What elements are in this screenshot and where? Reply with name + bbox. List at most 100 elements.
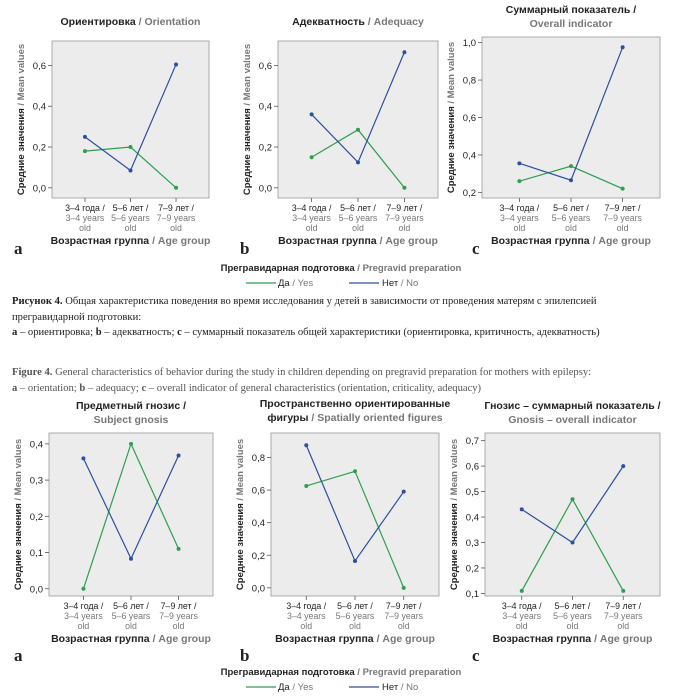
y-tick-label: 0,8 [463,76,476,87]
y-tick-label: 0,2 [30,512,43,523]
panel-letter: a [14,646,23,665]
x-axis-label: Возрастная группа / Age group [51,235,211,247]
legend-title: Прегравидарная подготовка / Pregravid pr… [221,263,462,274]
data-point-yes [309,155,314,160]
y-tick-label: 0,6 [259,61,272,72]
x-tick-label-ru: 3–4 года / [292,203,332,213]
chart-panel-3: Суммарный показатель / Overall indicator 0… [446,4,661,258]
x-tick-label-ru: 3–4 года / [286,601,326,611]
panel-letter: b [240,239,249,258]
y-tick-label: 0,4 [466,513,479,524]
panel-letter: c [472,239,480,258]
legend-title: Прегравидарная подготовка / Pregravid pr… [221,667,462,678]
x-tick-label-en: 5–6 years [553,611,592,621]
data-point-no [569,178,573,183]
x-tick-label-en-2: old [125,223,137,233]
y-tick-label: 0,4 [30,439,43,450]
y-tick-label: 0,0 [259,183,272,194]
y-axis-label: Средние значения / Mean values [13,439,24,590]
chart-panel-5: Пространственно ориентированные фигуры / … [235,398,450,665]
legend-label-no: Нет / No [382,278,418,289]
y-tick-label: 0,4 [252,518,265,529]
x-axis-label: Возрастная группа / Age group [278,235,438,247]
y-axis-label: Средние значения / Mean values [446,42,457,193]
x-tick-label-en: 7–9 years [385,213,424,223]
plot-area [481,36,661,199]
chart-title-line1: Гнозис – суммарный показатель / [484,400,660,412]
plot-area [48,432,214,597]
panel-letter: b [240,646,249,665]
data-point-no [82,134,87,139]
caption-en-c-text: – overall indicator of general character… [146,382,482,394]
y-tick-label: 1,0 [463,38,476,49]
x-tick-label-ru: 7–9 лет / [386,601,422,611]
x-tick-label-ru: 3–4 года / [65,203,105,213]
x-tick-label-en: 7–9 years [604,611,643,621]
x-tick-label-en: 3–4 years [287,611,326,621]
caption-ru-c-text: – суммарный показатель общей характерист… [181,327,600,338]
y-tick-label: 0,3 [30,476,43,487]
data-point-yes [81,586,86,591]
chart-title: Адекватность / Adequacy [292,16,424,28]
data-point-yes [402,185,407,190]
y-tick-label: 0,0 [33,183,46,194]
caption-ru-b: b [95,327,102,338]
legend-label-no: Нет / No [382,682,418,693]
data-point-no [129,556,133,561]
x-tick-label-en-2: old [567,621,579,631]
data-point-yes [174,185,179,190]
data-point-yes [569,164,573,169]
y-tick-label: 0,2 [259,143,272,154]
x-tick-label-en: 3–4 years [64,611,103,621]
x-axis-label: Возрастная группа / Age group [51,633,211,645]
x-tick-label-en-2: old [173,621,185,631]
y-tick-label: 0,2 [463,188,476,199]
y-tick-label: 0,6 [33,61,46,72]
caption-en: Figure 4. General characteristics of beh… [12,365,662,396]
x-tick-label-en-2: old [398,621,410,631]
data-point-no [401,489,406,494]
x-tick-label-ru: 5–6 лет / [337,601,373,611]
caption-ru-label: Рисунок 4. [12,296,63,307]
x-tick-label-en-2: old [514,223,526,233]
y-tick-label: 0,6 [463,113,476,124]
y-tick-label: 0,2 [33,143,46,154]
y-tick-label: 0,4 [259,102,272,113]
x-tick-label-en: 3–4 years [66,213,105,223]
data-point-yes [128,145,133,150]
plot-area [270,432,440,597]
y-tick-label: 0,4 [463,150,476,161]
data-point-yes [82,149,87,154]
data-point-yes [129,441,133,446]
panel-letter: a [14,239,23,258]
data-point-no [570,540,575,545]
data-point-yes [304,483,309,488]
caption-en-b-text: – adequacy; [85,382,142,394]
data-point-yes [517,179,522,184]
x-tick-label-ru: 7–9 лет / [161,601,197,611]
legend-top: Прегравидарная подготовка / Pregravid pr… [221,263,462,289]
y-tick-label: 0,6 [466,462,479,473]
data-point-no [517,161,522,166]
x-axis-label: Возрастная группа / Age group [493,633,653,645]
data-point-no [128,168,133,173]
x-axis-label: Возрастная группа / Age group [491,235,651,247]
chart-title-line2: Overall indicator [530,18,613,30]
x-tick-label-en-2: old [300,621,312,631]
y-tick-label: 0,0 [252,583,265,594]
chart-panel-6: Гнозис – суммарный показатель / Gnosis – … [449,400,661,665]
plot-area [484,432,661,597]
data-point-no [621,464,626,469]
data-point-no [353,558,357,563]
x-tick-label-ru: 3–4 года / [64,601,104,611]
legend-label-yes: Да / Yes [278,278,313,289]
caption-en-b: b [79,382,86,394]
y-axis-label: Средние значения / Mean values [449,439,460,590]
y-axis-label: Средние значения / Mean values [235,439,246,590]
x-tick-label-ru: 7–9 лет / [158,203,194,213]
chart-panel-4: Предметный гнозис / Subject gnosis 0,0 0,1 0… [13,400,214,665]
y-tick-label: 0,2 [252,551,265,562]
caption-ru-b-text: – адекватность; [101,327,178,338]
x-tick-label-en-2: old [352,223,364,233]
